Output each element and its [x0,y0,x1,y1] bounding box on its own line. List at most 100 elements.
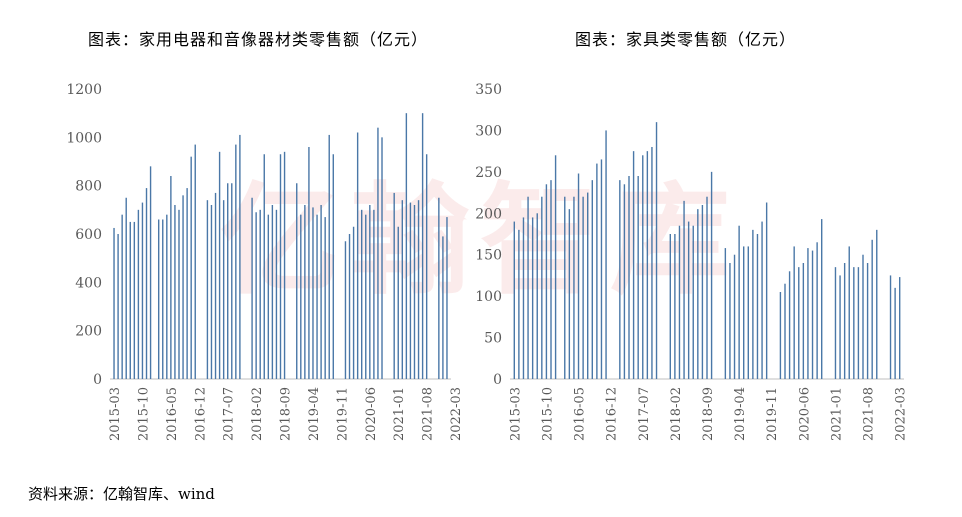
right-bar [554,155,557,379]
left-bar [218,151,221,379]
left-bar [409,202,412,379]
left-bar [137,209,140,379]
left-bar [344,241,347,379]
left-bar [332,154,334,379]
left-y-tick-label: 1000 [66,130,102,146]
right-x-tick-label: 2021-01 [829,387,844,441]
left-x-tick-label: 2021-08 [421,387,436,441]
right-bar [894,287,896,379]
right-x-tick-label: 2020-06 [797,387,812,441]
left-bar [365,214,367,379]
left-bar [356,132,359,379]
left-bar [308,147,310,379]
right-x-tick-label: 2017-07 [637,387,652,441]
left-bar [231,183,233,379]
left-bar [275,209,278,379]
right-bar [788,271,791,379]
right-bar [651,147,653,379]
right-bar [866,263,869,379]
left-bar [255,212,257,379]
right-bar [779,292,782,379]
left-bar [235,144,237,379]
right-bar [600,159,603,379]
right-bar [756,234,759,379]
left-bar [121,214,123,379]
right-x-tick-label: 2018-02 [669,387,684,441]
left-bar [157,219,160,379]
left-bar [125,197,127,379]
left-bar [324,217,326,379]
right-y-tick-label: 100 [475,289,502,305]
left-bar [320,205,322,379]
right-bar [545,184,548,379]
right-bar [710,171,713,379]
left-bar [206,200,209,379]
right-bar [678,225,681,379]
right-bar [527,196,529,379]
right-bar [628,176,630,379]
right-x-tick-label: 2016-12 [605,387,620,441]
left-bar [263,154,265,379]
left-x-tick-label: 2016-12 [193,387,208,441]
left-x-tick-label: 2017-07 [222,387,237,441]
right-x-tick-label: 2019-04 [733,387,748,441]
left-bar [170,176,172,379]
left-bar [279,154,282,379]
left-bar [194,144,196,379]
left-bar [438,197,440,379]
left-x-tick-label: 2018-02 [250,387,265,441]
right-bar [531,217,534,379]
left-bar [377,127,379,380]
source-note: 资料来源：亿翰智库、wind [28,485,215,503]
right-bar [655,122,658,380]
left-bar [283,151,286,379]
right-bar [683,200,685,379]
left-bar [413,205,416,379]
left-bar [117,234,119,379]
left-bar [214,192,217,379]
right-bar [536,213,538,379]
right-bar [642,155,644,379]
right-y-tick-label: 200 [475,206,502,222]
right-bar [701,205,704,379]
right-bar [522,217,525,379]
right-bar [577,173,580,379]
right-y-tick-label: 350 [475,82,502,98]
right-bar [582,196,584,379]
left-bar [210,205,213,379]
right-x-tick-label: 2022-03 [894,387,909,441]
right-bar [761,221,763,379]
left-bar [149,166,152,379]
left-bar [312,207,314,379]
right-chart-title: 图表：家具类零售额（亿元） [575,30,797,49]
right-y-tick-label: 50 [484,331,502,347]
right-bar [899,277,901,379]
left-x-tick-label: 2021-01 [392,387,407,441]
right-bar [871,239,873,379]
left-y-tick-label: 200 [75,324,102,340]
left-bar [239,134,241,379]
right-bar [568,209,571,379]
right-bar [692,225,694,379]
right-bar [724,248,727,379]
right-y-tick-label: 300 [475,123,502,139]
right-x-tick-label: 2019-11 [765,387,780,441]
right-bar [587,192,589,379]
right-bar [816,242,818,379]
left-bar [227,183,229,379]
left-bar [162,219,164,379]
right-bar [839,275,841,379]
right-bar [747,246,749,379]
right-bar [729,263,731,379]
right-bar [765,202,768,379]
left-y-tick-label: 400 [75,275,102,291]
right-bar [646,151,649,379]
right-y-tick-label: 150 [475,248,502,264]
right-bar [632,151,635,379]
left-bar [300,214,302,379]
right-x-tick-label: 2018-09 [701,387,716,441]
left-y-tick-label: 600 [75,227,102,243]
left-y-tick-label: 0 [93,372,102,388]
left-bar [401,200,404,379]
